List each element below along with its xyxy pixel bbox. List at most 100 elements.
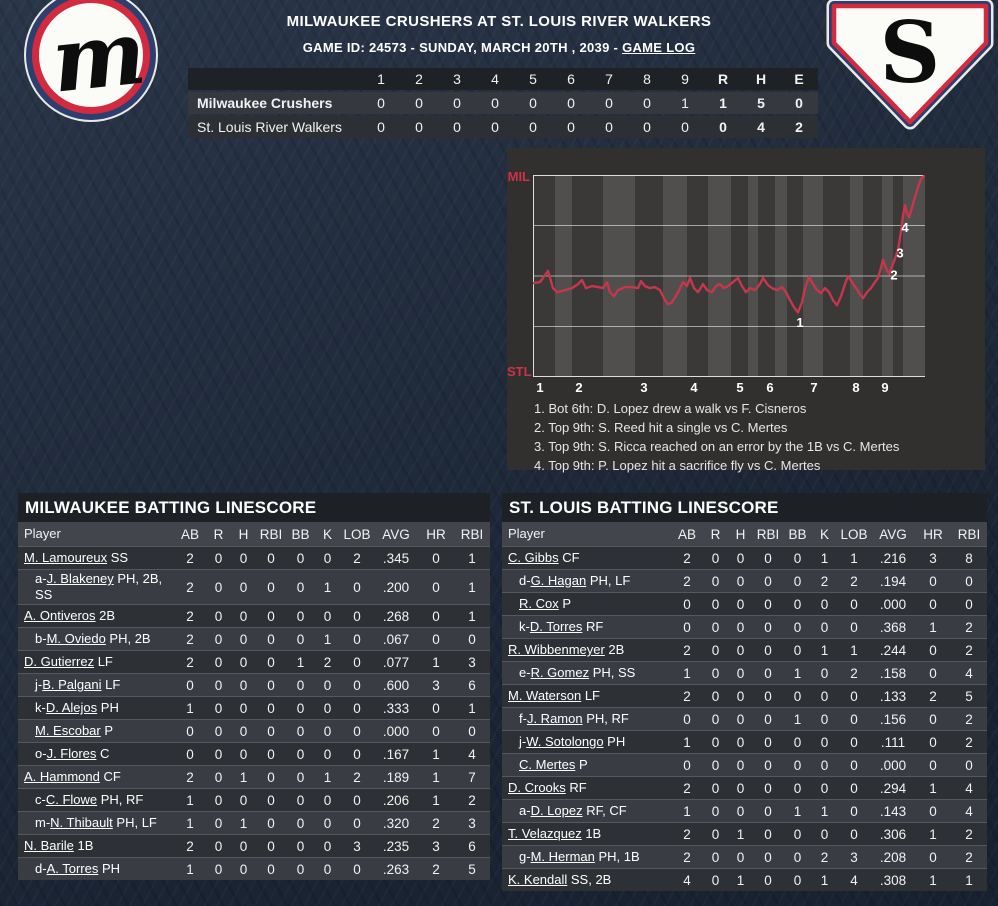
player-link[interactable]: D. Crooks — [508, 780, 566, 795]
player-link[interactable]: N. Barile — [24, 838, 74, 853]
stat-cell: 0 — [323, 608, 332, 624]
batting-table-body: Player AB R H RBI BB K LOB AVG HR RBI C. Gibbs CF 2 0… — [502, 522, 987, 891]
home-team-logo[interactable]: S — [824, 0, 996, 134]
stat-cell: 1 — [186, 792, 194, 808]
away-logo-letter: m — [46, 0, 151, 113]
stat-cell: 2 — [683, 642, 691, 658]
player-link[interactable]: G. Hagan — [530, 573, 587, 588]
player-link[interactable]: A. Ontiveros — [24, 608, 96, 623]
player-link[interactable]: M. Oviedo — [46, 631, 106, 646]
stat-cell: 0 — [711, 803, 720, 819]
substitute-prefix: m- — [35, 815, 51, 830]
stat-cell: 2 — [432, 861, 440, 877]
stat-cell: 2 — [186, 608, 194, 624]
batting-row: d-G. Hagan PH, LF 2 0 0 0 0 2 2.194 0 0 — [502, 569, 987, 592]
stat-cell: 0 — [267, 550, 275, 566]
player-position: C — [96, 746, 110, 761]
player-cell: a-J. Blakeney PH, 2B, SS — [18, 571, 174, 603]
stat-cell: 0 — [296, 838, 305, 854]
stat-cell: 0 — [764, 711, 772, 727]
player-link[interactable]: C. Flowe — [45, 792, 98, 807]
player-position: LF — [101, 677, 121, 692]
linescore-team-name[interactable]: St. Louis River Walkers — [197, 119, 342, 135]
game-log-link[interactable]: GAME LOG — [622, 40, 696, 55]
stat-cell: 0 — [711, 642, 720, 658]
linescore-inning-value: 0 — [529, 119, 537, 135]
chart-annotations: 1. Bot 6th: D. Lopez drew a walk vs F. C… — [534, 399, 899, 475]
stat-cell: 0 — [239, 631, 248, 647]
stat-cell: 4 — [965, 780, 973, 796]
linescore: 1 2 3 4 5 6 7 8 9 R H E Milwaukee Crushers 0 0 0 0 0 0 0 0 1 1… — [188, 68, 818, 140]
player-link[interactable]: D. Alejos — [45, 700, 98, 715]
stat-cell: 0 — [214, 654, 223, 670]
player-cell: M. Lamoureux SS — [18, 550, 174, 566]
stat-cell: 1 — [239, 815, 248, 831]
batting-column-header: Player — [508, 526, 545, 541]
stat-cell: 0 — [764, 665, 772, 681]
stat-cell: 0 — [239, 861, 248, 877]
player-link[interactable]: D. Torres — [529, 619, 583, 634]
player-link[interactable]: M. Herman — [530, 849, 595, 864]
player-position: PH, 1B — [594, 849, 640, 864]
stat-cell: 0 — [239, 654, 248, 670]
player-cell: M. Waterson LF — [502, 688, 671, 704]
player-link[interactable]: J. Blakeney — [46, 571, 114, 586]
stat-cell: .206 — [382, 792, 410, 808]
inning-axis-label: 7 — [810, 380, 817, 395]
stat-cell: 0 — [239, 608, 248, 624]
stat-cell: 0 — [764, 619, 772, 635]
player-link[interactable]: R. Wibbenmeyer — [508, 642, 605, 657]
stat-cell: 0 — [353, 608, 361, 624]
linescore-column-header: 5 — [529, 71, 537, 87]
stat-cell: 0 — [793, 642, 802, 658]
home-logo-letter: S — [879, 2, 941, 102]
batting-table-home: ST. LOUIS BATTING LINESCORE Player AB R H RB… — [502, 493, 987, 891]
player-link[interactable]: C. Gibbs — [508, 550, 559, 565]
player-link[interactable]: M. Lamoureux — [24, 550, 108, 565]
linescore-total-value: 5 — [757, 95, 765, 111]
linescore-column-header: H — [755, 71, 767, 87]
player-link[interactable]: K. Kendall — [508, 872, 568, 887]
batting-row: e-R. Gomez PH, SS 1 0 0 0 1 0 2.158 0 4 — [502, 661, 987, 684]
stat-cell: 0 — [764, 872, 772, 888]
player-link[interactable]: D. Lopez — [530, 803, 583, 818]
chart-annotation: 3. Top 9th: S. Ricca reached on an error… — [534, 439, 900, 454]
batting-column-header: H — [735, 526, 746, 542]
player-link[interactable]: B. Palgani — [42, 677, 102, 692]
stat-cell: 0 — [323, 677, 332, 693]
player-link[interactable]: R. Gomez — [530, 665, 590, 680]
stat-cell: 4 — [965, 803, 973, 819]
player-link[interactable]: W. Sotolongo — [526, 734, 604, 749]
winprob-svg: 1 2 3 4 1 2 3 4 5 6 7 8 9 — [533, 175, 925, 395]
player-link[interactable]: T. Velazquez — [508, 826, 582, 841]
batting-row: A. Ontiveros 2B 2 0 0 0 0 0 0.268 0 1 — [18, 604, 490, 627]
stat-cell: 0 — [929, 734, 937, 750]
batting-row: M. Waterson LF 2 0 0 0 0 0 0.133 2 5 — [502, 684, 987, 707]
stat-cell: 1 — [736, 872, 745, 888]
stat-cell: 2 — [965, 711, 973, 727]
stat-cell: 6 — [468, 677, 476, 693]
player-link[interactable]: A. Torres — [46, 861, 99, 876]
stat-cell: 0 — [711, 780, 720, 796]
stat-cell: 0 — [214, 550, 223, 566]
player-link[interactable]: J. Ramon — [526, 711, 583, 726]
stat-cell: 0 — [793, 550, 802, 566]
player-link[interactable]: N. Thibault — [50, 815, 113, 830]
batting-column-header: AVG — [879, 526, 907, 542]
player-link[interactable]: R. Cox — [519, 596, 559, 611]
away-team-logo[interactable]: m — [26, 0, 172, 136]
stat-cell: 1 — [296, 654, 305, 670]
player-link[interactable]: C. Mertes — [519, 757, 576, 772]
player-link[interactable]: J. Flores — [46, 746, 97, 761]
linescore-team-name[interactable]: Milwaukee Crushers — [197, 95, 333, 111]
stat-cell: 0 — [214, 838, 223, 854]
player-link[interactable]: M. Waterson — [508, 688, 582, 703]
player-cell: o-J. Flores C — [18, 746, 174, 762]
stat-cell: 0 — [764, 573, 772, 589]
stat-cell: .345 — [382, 550, 410, 566]
player-link[interactable]: D. Gutierrez — [24, 654, 95, 669]
stat-cell: 0 — [850, 711, 858, 727]
player-link[interactable]: A. Hammond — [24, 769, 100, 784]
stat-cell: 0 — [929, 757, 937, 773]
player-link[interactable]: M. Escobar — [35, 723, 101, 738]
